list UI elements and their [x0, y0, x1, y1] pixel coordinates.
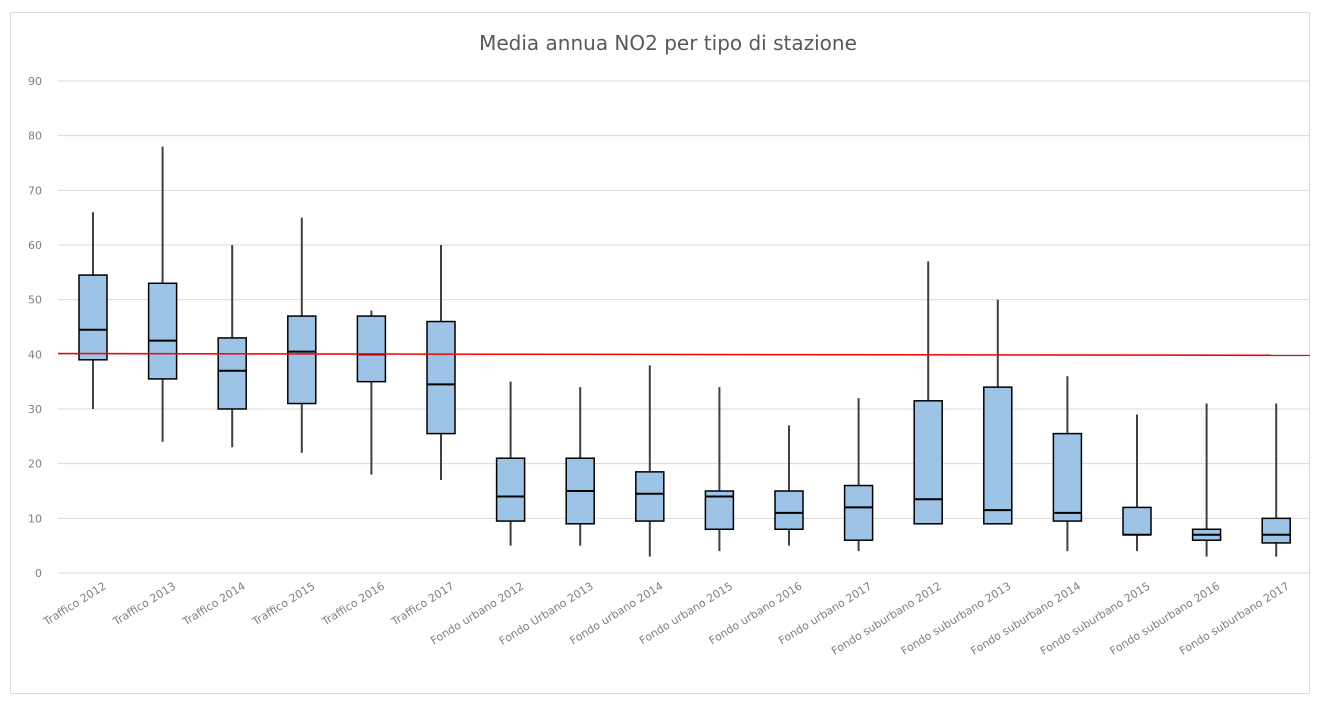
y-tick-label: 80	[28, 130, 42, 143]
box-12	[843, 398, 874, 552]
x-tick-label: Fondo suburbano 2013	[899, 580, 1014, 658]
y-axis-ticks: 0 10 20 30 40 50 60 70 80 90	[28, 75, 42, 580]
box-10	[704, 387, 735, 552]
box-7	[495, 381, 526, 546]
y-tick-label: 70	[28, 184, 42, 197]
y-tick-label: 50	[28, 294, 42, 307]
box-1	[78, 212, 108, 409]
iqr-box	[78, 274, 108, 361]
x-tick-label: Fondo suburbano 2015	[1038, 580, 1153, 658]
x-tick-label: Traffico 2016	[319, 580, 387, 629]
box-8	[565, 387, 595, 546]
box-18	[1261, 403, 1291, 557]
iqr-box	[287, 315, 317, 405]
iqr-box	[426, 320, 456, 435]
box-9	[635, 365, 665, 557]
iqr-box	[774, 490, 804, 531]
y-tick-label: 0	[35, 567, 42, 580]
box-11	[774, 425, 804, 546]
iqr-box	[913, 400, 943, 525]
box-2	[147, 146, 178, 442]
gridlines	[58, 80, 1310, 574]
y-tick-label: 40	[28, 348, 42, 361]
y-tick-label: 90	[28, 75, 42, 88]
chart-title: Media annua NO2 per tipo di stazione	[479, 31, 857, 55]
limit-reference-line	[57, 352, 1311, 357]
x-tick-label: Traffico 2014	[180, 580, 248, 629]
reference-line-layer	[57, 352, 1311, 357]
box-3	[217, 245, 247, 448]
box-15	[1052, 376, 1083, 552]
x-tick-label: Traffico 2015	[249, 580, 317, 629]
iqr-box	[217, 337, 247, 410]
box-5	[356, 310, 387, 475]
y-tick-label: 60	[28, 239, 42, 252]
x-tick-label: Fondo suburbano 2014	[968, 580, 1083, 658]
box-14	[983, 299, 1013, 525]
x-tick-label: Traffico 2013	[110, 580, 178, 629]
box-16	[1122, 414, 1152, 552]
iqr-box	[983, 386, 1013, 525]
y-tick-label: 30	[28, 403, 42, 416]
y-tick-label: 10	[28, 512, 42, 525]
iqr-box	[1052, 432, 1083, 522]
boxes	[78, 146, 1291, 557]
x-tick-label: Fondo suburbano 2016	[1108, 580, 1223, 658]
iqr-box	[1122, 506, 1152, 536]
box-13	[913, 261, 943, 525]
box-17	[1191, 403, 1222, 557]
x-tick-label: Traffico 2017	[388, 580, 456, 629]
iqr-box	[495, 457, 526, 522]
box-4	[287, 217, 317, 453]
y-tick-label: 20	[28, 458, 42, 471]
iqr-box	[147, 282, 178, 380]
x-tick-label: Traffico 2012	[40, 580, 108, 629]
box-6	[426, 245, 456, 481]
x-tick-label: Fondo suburbano 2012	[829, 580, 944, 658]
x-tick-label: Fondo suburbano 2017	[1177, 580, 1292, 658]
iqr-box	[635, 471, 665, 522]
iqr-box	[843, 484, 874, 541]
iqr-box	[1261, 517, 1291, 544]
iqr-box	[356, 315, 387, 383]
x-axis-ticks: Traffico 2012 Traffico 2013 Traffico 2014 T…	[40, 580, 1291, 658]
